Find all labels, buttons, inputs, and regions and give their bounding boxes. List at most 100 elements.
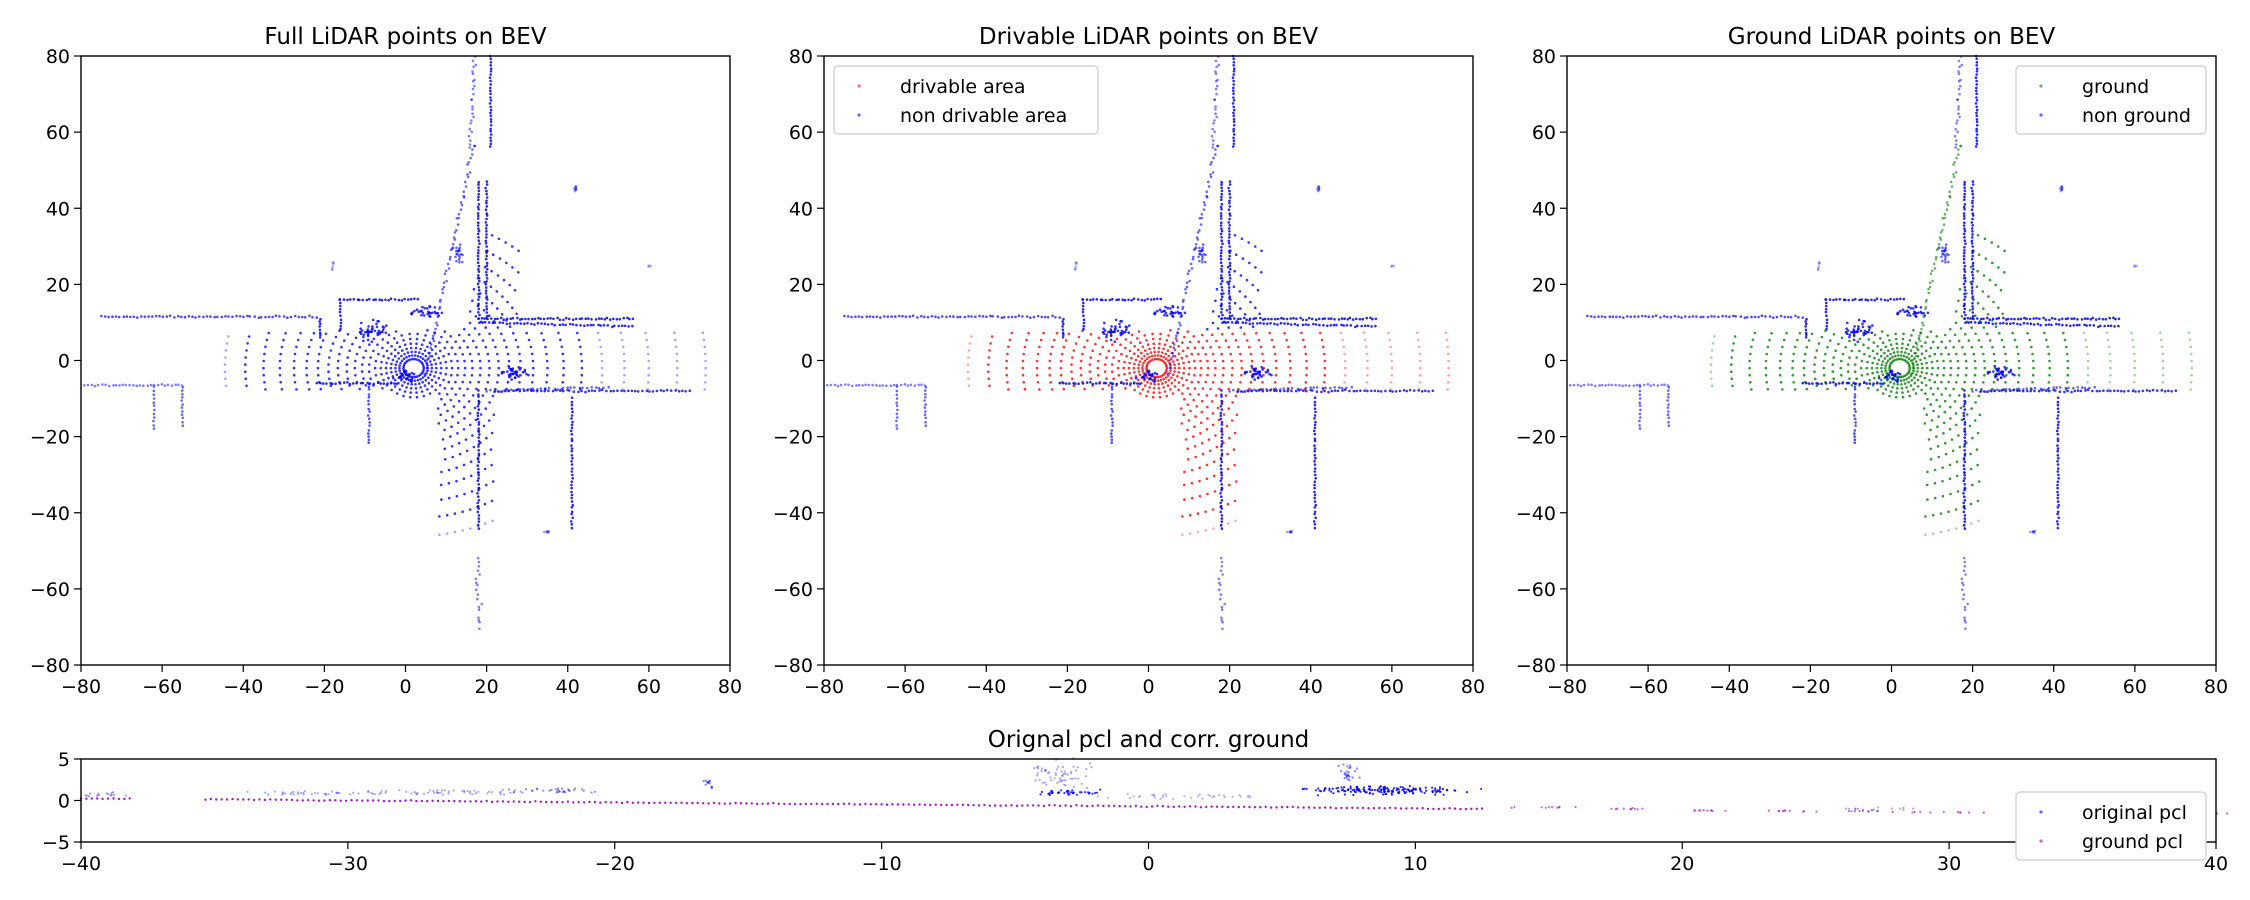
data-point: [570, 526, 574, 530]
data-point: [440, 498, 443, 501]
data-point: [469, 800, 472, 803]
data-point: [445, 340, 449, 344]
data-point: [1992, 380, 1996, 384]
data-point: [2133, 373, 2136, 377]
data-point: [1214, 153, 1217, 156]
data-point: [1902, 332, 1905, 336]
data-point: [478, 620, 481, 624]
data-point: [2004, 388, 2008, 391]
data-point: [415, 793, 418, 796]
data-point: [398, 369, 402, 373]
data-point: [480, 316, 484, 320]
data-point: [987, 377, 990, 381]
data-point: [340, 345, 343, 349]
data-point: [295, 345, 298, 349]
data-point: [439, 361, 442, 365]
data-point: [477, 195, 480, 199]
data-point: [620, 801, 624, 805]
data-point: [1972, 352, 1976, 356]
data-point: [1866, 360, 1869, 364]
data-point: [1866, 298, 1870, 302]
data-point: [2008, 388, 2011, 391]
data-point: [1924, 341, 1927, 344]
data-point: [434, 362, 438, 366]
data-point: [1156, 354, 1160, 357]
data-point: [1999, 376, 2003, 380]
data-point: [1656, 384, 1660, 387]
data-point: [1964, 433, 1967, 436]
data-point: [312, 331, 316, 335]
data-point: [367, 395, 371, 399]
data-point: [1274, 373, 1278, 377]
data-point: [1868, 354, 1871, 358]
data-point: [1228, 205, 1232, 208]
data-point: [473, 84, 476, 88]
data-point: [180, 413, 184, 417]
data-point: [1925, 298, 1928, 302]
data-point: [1891, 386, 1894, 389]
data-point: [486, 380, 490, 384]
data-point: [1976, 301, 1980, 305]
data-point: [1853, 370, 1857, 374]
data-point: [1123, 298, 1127, 302]
data-point: [1999, 288, 2003, 292]
data-point: [1343, 359, 1347, 363]
data-point: [2016, 381, 2020, 384]
data-point: [1963, 192, 1966, 196]
data-point: [599, 345, 602, 349]
data-point: [1220, 227, 1223, 230]
data-point: [471, 394, 475, 397]
data-point: [476, 414, 480, 418]
data-point: [2038, 317, 2041, 321]
data-point: [1880, 330, 1884, 333]
data-point: [1949, 327, 1952, 331]
data-point: [2017, 359, 2021, 363]
data-point: [496, 352, 499, 356]
data-point: [1962, 556, 1966, 560]
data-point: [402, 339, 405, 342]
x-tick-label: 80: [2204, 676, 2228, 698]
data-point: [1164, 380, 1167, 384]
data-point: [1378, 806, 1381, 810]
data-point: [524, 317, 527, 321]
data-point: [1301, 323, 1305, 327]
data-point: [258, 798, 261, 801]
data-point: [1817, 262, 1821, 266]
data-point: [246, 314, 249, 318]
data-point: [1228, 261, 1232, 265]
data-point: [581, 386, 584, 390]
data-point: [1944, 452, 1948, 456]
data-point: [83, 384, 86, 387]
data-point: [488, 102, 492, 105]
data-point: [1075, 261, 1078, 265]
data-point: [1226, 452, 1229, 456]
data-point: [920, 314, 923, 318]
data-point: [346, 377, 350, 381]
data-point: [485, 180, 489, 183]
data-point: [1343, 317, 1346, 321]
data-point: [1730, 356, 1733, 359]
data-point: [332, 261, 336, 265]
data-point: [1688, 315, 1691, 319]
data-point: [1156, 804, 1159, 807]
data-point: [1152, 346, 1156, 350]
data-point: [1901, 308, 1905, 312]
data-point: [1642, 383, 1646, 387]
data-point: [2044, 323, 2048, 327]
data-point: [1629, 808, 1633, 811]
data-point: [2160, 345, 2164, 349]
data-point: [1307, 316, 1311, 320]
data-point: [1962, 205, 1966, 209]
data-point: [1130, 356, 1133, 360]
data-point: [1007, 315, 1010, 319]
data-point: [339, 327, 342, 331]
data-point: [1159, 378, 1163, 382]
data-point: [1895, 346, 1899, 350]
data-point: [2083, 386, 2087, 390]
data-point: [676, 366, 679, 370]
data-point: [1947, 253, 1950, 257]
data-point: [149, 383, 153, 387]
data-point: [165, 315, 169, 318]
data-point: [1199, 806, 1203, 809]
data-point: [1351, 318, 1355, 321]
